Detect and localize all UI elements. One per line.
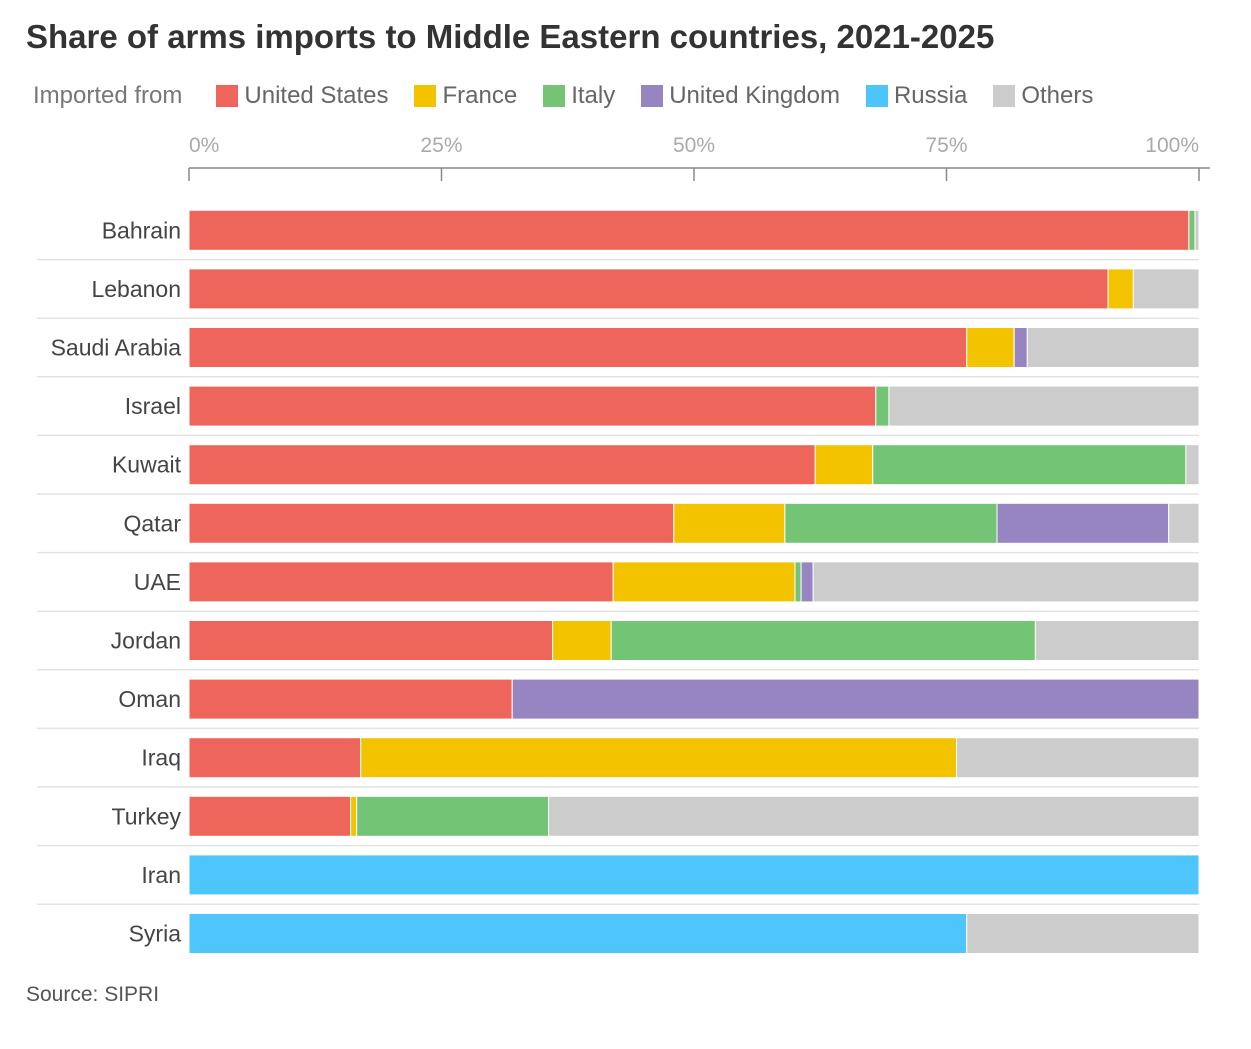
bar-segment-qatar-italy [784,502,998,544]
legend-swatch-united-states [216,85,239,107]
bar-segment-kuwait-united-states [188,444,816,486]
bar-segment-saudi-arabia-france [966,327,1015,368]
legend-label-italy: Italy [571,82,616,109]
bar-segment-turkey-others [548,795,1200,837]
category-label-syria: Syria [129,921,182,947]
bar-segment-syria-others [966,913,1200,954]
bar-segment-iraq-france [360,737,958,779]
bar-segment-turkey-france [350,795,358,837]
x-tick-label-75: 75% [925,134,967,157]
bar-segment-qatar-others [1168,502,1200,544]
bar-segment-iraq-others [956,737,1200,779]
legend-swatch-italy [543,85,566,107]
bar-segment-bahrain-others [1194,209,1200,251]
bar-segment-turkey-italy [356,795,550,837]
bar-segment-lebanon-others [1132,268,1200,310]
bar-segment-syria-russia [188,913,968,954]
legend-item-united-kingdom: United Kingdom [641,82,840,110]
bar-segment-uae-others [812,561,1200,603]
bar-segment-uae-italy [794,561,802,603]
legend-label-russia: Russia [893,82,968,109]
category-label-uae: UAE [134,569,181,595]
category-label-israel: Israel [125,393,181,419]
bar-segment-qatar-united-states [188,502,675,544]
chart-title: Share of arms imports to Middle Eastern … [26,18,995,55]
bar-segment-qatar-united-kingdom [996,502,1170,544]
bar-segment-lebanon-united-states [188,268,1109,310]
source-note: Source: SIPRI [26,983,160,1006]
legend-title: Imported from [33,82,183,109]
bar-segment-israel-italy [875,385,890,427]
legend-item-russia: Russia [865,82,968,110]
legend-swatch-united-kingdom [641,85,664,107]
legend-item-others: Others [993,82,1093,110]
bar-segment-saudi-arabia-united-kingdom [1013,327,1028,368]
bar-segment-saudi-arabia-united-states [188,327,968,368]
x-tick-label-50: 50% [673,134,715,157]
bar-segment-saudi-arabia-others [1026,327,1200,368]
bar-segment-uae-france [612,561,796,603]
bar-segment-bahrain-italy [1188,209,1196,251]
bar-segment-kuwait-others [1185,444,1200,486]
legend-item-france: France [414,82,517,110]
category-label-iraq: Iraq [141,745,181,771]
category-label-oman: Oman [118,686,181,712]
category-label-qatar: Qatar [123,510,181,536]
category-label-jordan: Jordan [111,628,181,654]
x-tick-label-0: 0% [189,134,219,157]
legend-item-united-states: United States [216,82,388,110]
bar-segment-uae-united-states [188,561,614,603]
category-label-kuwait: Kuwait [112,452,182,478]
category-label-saudi-arabia: Saudi Arabia [51,335,182,361]
legend-label-others: Others [1021,82,1094,109]
x-tick-label-100: 100% [1145,134,1199,157]
legend-items: United States France Italy United Kingdom Ru… [216,82,1119,110]
category-label-lebanon: Lebanon [91,276,181,302]
bar-segment-iran-russia [188,854,1200,896]
bar-segment-uae-united-kingdom [800,561,814,603]
bar-segment-jordan-others [1034,620,1200,661]
bar-segment-israel-others [888,385,1200,427]
legend-swatch-france [414,85,437,107]
bar-segment-bahrain-united-states [188,209,1190,251]
x-tick-label-25: 25% [420,134,462,157]
bar-segment-qatar-france [673,502,786,544]
legend-item-italy: Italy [543,82,615,110]
category-label-turkey: Turkey [112,803,182,829]
bar-segment-israel-united-states [188,385,877,427]
legend: Imported from United States France Italy Un… [33,82,1119,110]
bar-segment-kuwait-france [814,444,874,486]
category-label-iran: Iran [141,862,181,888]
bar-segment-oman-united-states [188,678,513,720]
bar-segment-oman-united-kingdom [511,678,1200,720]
bar-segment-jordan-united-states [188,620,554,661]
legend-label-france: France [442,82,518,109]
category-label-bahrain: Bahrain [102,217,181,243]
bar-segment-turkey-united-states [188,795,352,837]
bar-segment-kuwait-italy [872,444,1187,486]
bar-segment-jordan-france [552,620,612,661]
bar-segment-jordan-italy [610,620,1036,661]
legend-label-united-kingdom: United Kingdom [669,82,840,109]
legend-label-united-states: United States [244,82,389,109]
legend-swatch-others [993,85,1016,107]
bar-segment-iraq-united-states [188,737,362,779]
bar-segment-lebanon-france [1107,268,1134,310]
legend-swatch-russia [865,85,888,107]
